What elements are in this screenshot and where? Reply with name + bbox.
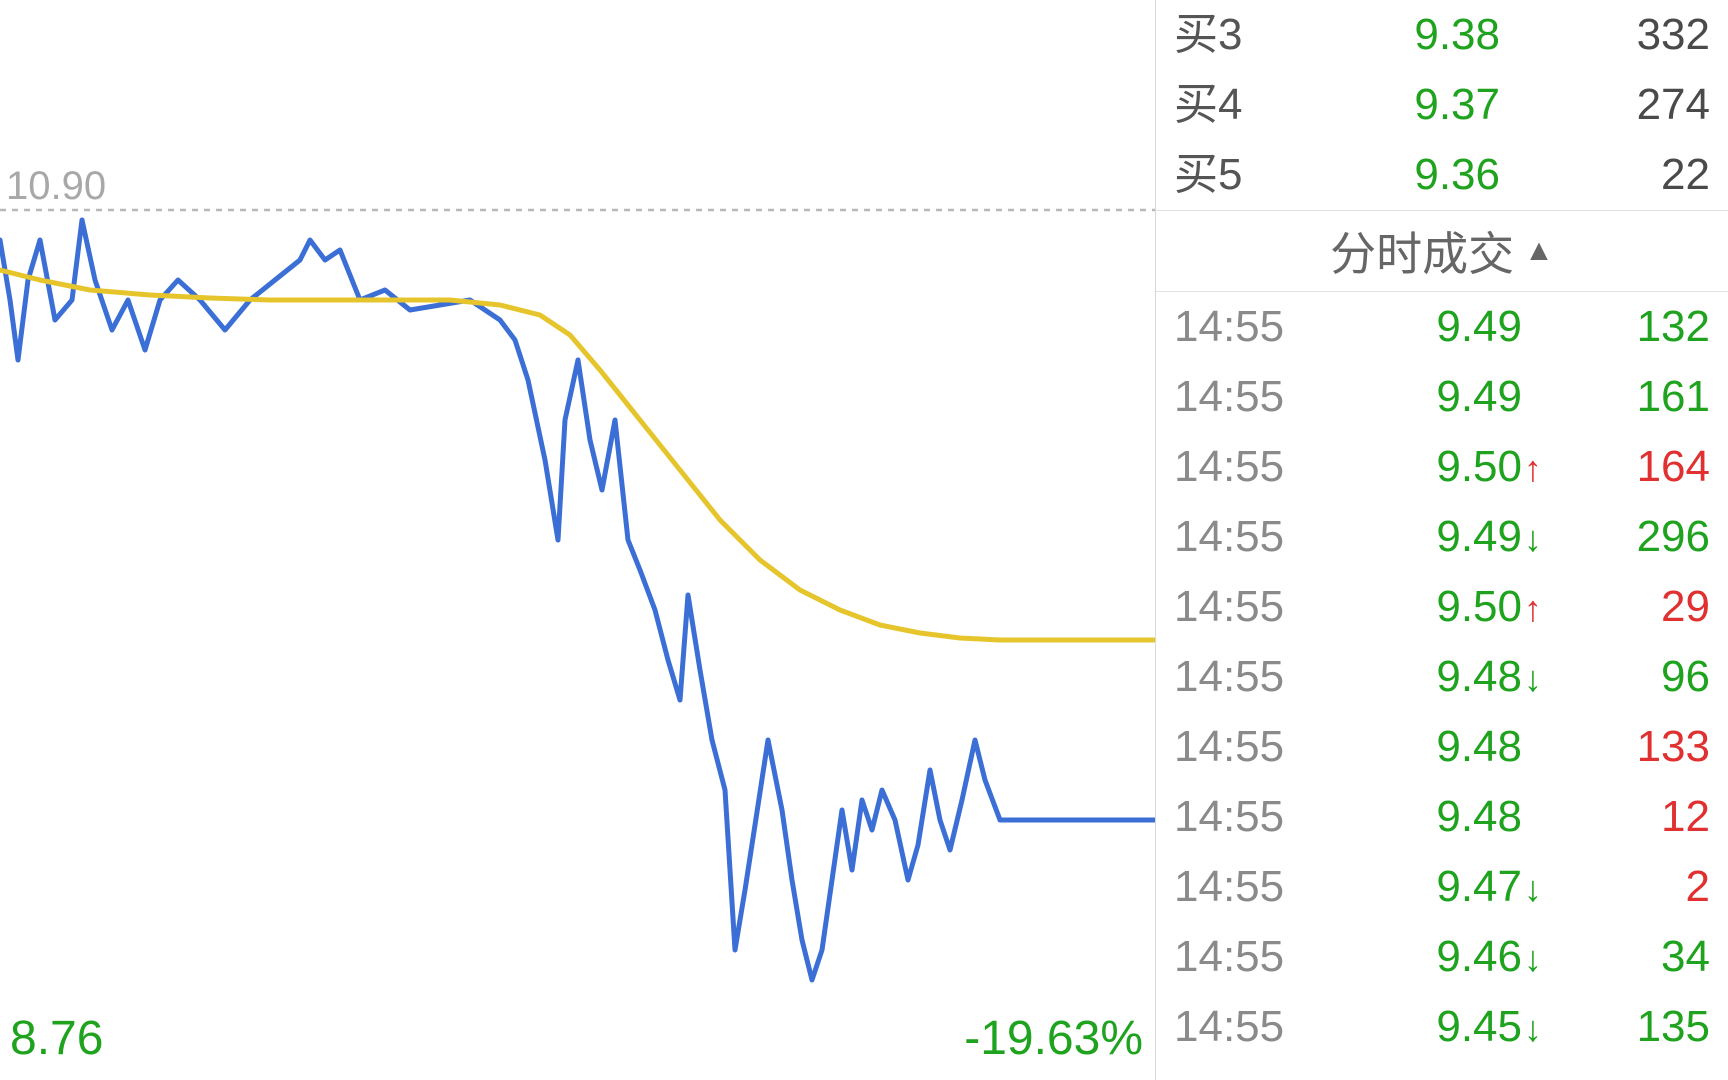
trade-row[interactable]: 14:559.48133 bbox=[1156, 712, 1728, 782]
bid-label: 买5 bbox=[1174, 153, 1294, 197]
trade-time: 14:55 bbox=[1174, 725, 1324, 769]
trade-time: 14:55 bbox=[1174, 445, 1324, 489]
trade-price: 9.48 bbox=[1324, 795, 1560, 839]
trade-row[interactable]: 14:559.46↓34 bbox=[1156, 922, 1728, 992]
trade-time: 14:55 bbox=[1174, 375, 1324, 419]
trade-qty: 132 bbox=[1560, 305, 1710, 349]
side-panel: 买39.38332买49.37274买59.3622 分时成交 ▲ 14:559… bbox=[1156, 0, 1728, 1080]
trade-time: 14:55 bbox=[1174, 935, 1324, 979]
bid-qty: 332 bbox=[1560, 13, 1710, 57]
trade-row[interactable]: 14:559.49↓296 bbox=[1156, 502, 1728, 572]
intraday-chart[interactable]: 10.90 8.76 -19.63% bbox=[0, 0, 1156, 1080]
trade-row[interactable]: 14:559.49132 bbox=[1156, 292, 1728, 362]
trade-qty: 296 bbox=[1560, 515, 1710, 559]
bid-row[interactable]: 买39.38332 bbox=[1156, 0, 1728, 70]
trade-qty: 161 bbox=[1560, 375, 1710, 419]
arrow-down-icon: ↓ bbox=[1524, 941, 1550, 977]
orderbook-bids: 买39.38332买49.37274买59.3622 bbox=[1156, 0, 1728, 210]
bid-row[interactable]: 买59.3622 bbox=[1156, 140, 1728, 210]
price-line bbox=[0, 220, 1155, 980]
bid-qty: 274 bbox=[1560, 83, 1710, 127]
trade-price: 9.49 bbox=[1324, 375, 1560, 419]
arrow-down-icon: ↓ bbox=[1524, 521, 1550, 557]
trade-row[interactable]: 14:559.49161 bbox=[1156, 362, 1728, 432]
bid-row[interactable]: 买49.37274 bbox=[1156, 70, 1728, 140]
trade-price: 9.50↑ bbox=[1324, 445, 1560, 489]
trade-time: 14:55 bbox=[1174, 795, 1324, 839]
avg-line bbox=[0, 270, 1155, 640]
bid-price: 9.37 bbox=[1294, 83, 1560, 127]
trade-qty: 34 bbox=[1560, 935, 1710, 979]
chart-svg bbox=[0, 0, 1155, 1080]
trade-qty: 29 bbox=[1560, 585, 1710, 629]
low-price-label: 8.76 bbox=[10, 1011, 103, 1066]
trade-price: 9.50↑ bbox=[1324, 585, 1560, 629]
arrow-down-icon: ↓ bbox=[1524, 1011, 1550, 1047]
trade-time: 14:55 bbox=[1174, 585, 1324, 629]
trade-price: 9.48↓ bbox=[1324, 655, 1560, 699]
trade-qty: 96 bbox=[1560, 655, 1710, 699]
trade-row[interactable]: 14:559.50↑29 bbox=[1156, 572, 1728, 642]
bid-qty: 22 bbox=[1560, 153, 1710, 197]
bid-price: 9.36 bbox=[1294, 153, 1560, 197]
trades-list: 14:559.4913214:559.4916114:559.50↑16414:… bbox=[1156, 292, 1728, 1062]
trade-qty: 2 bbox=[1560, 865, 1710, 909]
trade-time: 14:55 bbox=[1174, 1005, 1324, 1049]
bid-label: 买4 bbox=[1174, 83, 1294, 127]
trade-price: 9.45↓ bbox=[1324, 1005, 1560, 1049]
bid-price: 9.38 bbox=[1294, 13, 1560, 57]
trade-row[interactable]: 14:559.4812 bbox=[1156, 782, 1728, 852]
arrow-up-icon: ↑ bbox=[1524, 451, 1550, 487]
trade-price: 9.48 bbox=[1324, 725, 1560, 769]
trade-price: 9.49 bbox=[1324, 305, 1560, 349]
arrow-down-icon: ↓ bbox=[1524, 661, 1550, 697]
trades-header-label: 分时成交 bbox=[1330, 218, 1514, 284]
trade-price: 9.47↓ bbox=[1324, 865, 1560, 909]
trade-qty: 164 bbox=[1560, 445, 1710, 489]
trade-row[interactable]: 14:559.48↓96 bbox=[1156, 642, 1728, 712]
bid-label: 买3 bbox=[1174, 13, 1294, 57]
reference-price-label: 10.90 bbox=[6, 164, 106, 209]
trade-row[interactable]: 14:559.50↑164 bbox=[1156, 432, 1728, 502]
arrow-down-icon: ↓ bbox=[1524, 871, 1550, 907]
arrow-up-icon: ↑ bbox=[1524, 591, 1550, 627]
change-percent-label: -19.63% bbox=[964, 1011, 1143, 1066]
trade-price: 9.49↓ bbox=[1324, 515, 1560, 559]
stock-view: 10.90 8.76 -19.63% 买39.38332买49.37274买59… bbox=[0, 0, 1728, 1080]
trades-header[interactable]: 分时成交 ▲ bbox=[1156, 210, 1728, 292]
trade-price: 9.46↓ bbox=[1324, 935, 1560, 979]
trade-row[interactable]: 14:559.47↓2 bbox=[1156, 852, 1728, 922]
triangle-up-icon: ▲ bbox=[1524, 234, 1554, 268]
trade-qty: 12 bbox=[1560, 795, 1710, 839]
trade-time: 14:55 bbox=[1174, 865, 1324, 909]
trade-qty: 135 bbox=[1560, 1005, 1710, 1049]
trade-time: 14:55 bbox=[1174, 305, 1324, 349]
trade-qty: 133 bbox=[1560, 725, 1710, 769]
trade-time: 14:55 bbox=[1174, 655, 1324, 699]
trade-row[interactable]: 14:559.45↓135 bbox=[1156, 992, 1728, 1062]
trade-time: 14:55 bbox=[1174, 515, 1324, 559]
